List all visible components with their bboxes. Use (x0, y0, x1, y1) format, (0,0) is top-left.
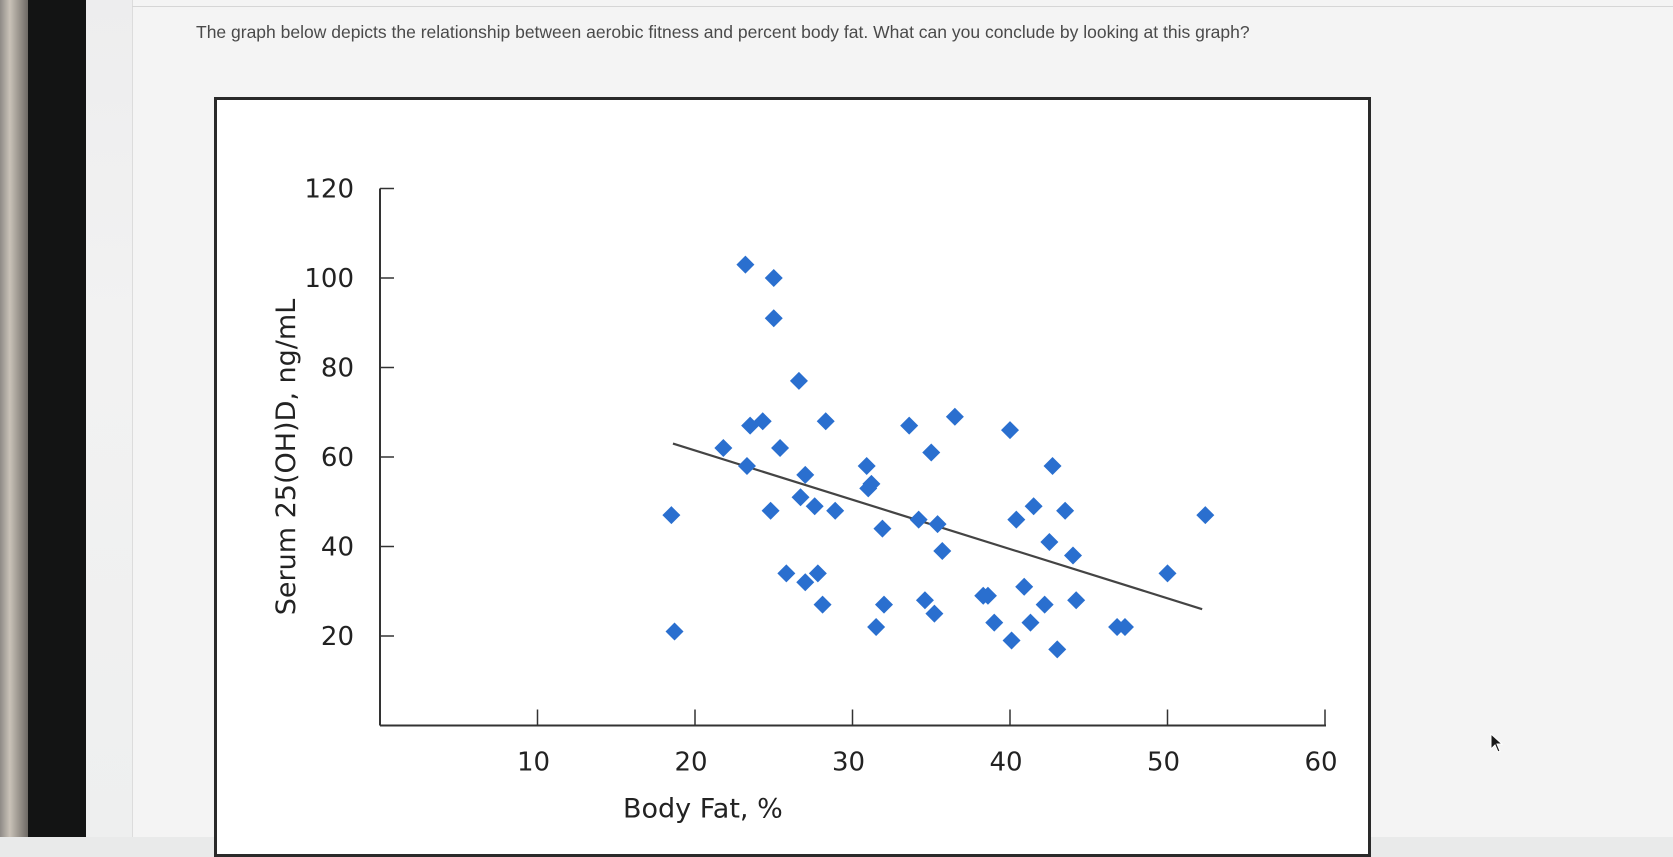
data-point (909, 510, 928, 529)
data-point (826, 501, 845, 520)
data-point (764, 309, 783, 328)
y-tick-label: 120 (304, 175, 354, 205)
data-point (1158, 564, 1177, 583)
y-tick-label: 80 (321, 354, 354, 384)
data-point (1040, 533, 1059, 552)
data-point (985, 613, 1004, 632)
data-point (862, 474, 881, 493)
data-point (665, 622, 684, 641)
data-point (1007, 510, 1026, 529)
y-tick-label: 20 (321, 622, 354, 652)
data-point (714, 439, 733, 458)
data-point (816, 412, 835, 431)
data-point (753, 412, 772, 431)
data-point (945, 407, 964, 426)
data-point (1196, 506, 1215, 525)
x-tick-label: 50 (1147, 748, 1180, 778)
x-tick-label: 20 (674, 748, 707, 778)
data-point (1048, 640, 1067, 659)
x-tick-label: 60 (1304, 748, 1337, 778)
data-point (796, 573, 815, 592)
y-tick-label: 40 (321, 533, 354, 563)
data-point (736, 255, 755, 274)
data-point (933, 541, 952, 560)
data-point (805, 497, 824, 516)
x-tick-label: 40 (989, 748, 1022, 778)
data-point (813, 595, 832, 614)
data-point (789, 371, 808, 390)
data-point (873, 519, 892, 538)
data-point (875, 595, 893, 614)
data-point (978, 586, 997, 605)
data-point (791, 488, 810, 507)
data-point (900, 416, 919, 435)
data-point (1024, 497, 1043, 516)
monitor-frame (28, 0, 86, 837)
data-point (928, 515, 947, 534)
y-tick-label: 100 (304, 264, 354, 294)
data-point (1015, 577, 1034, 596)
data-point (761, 501, 780, 520)
data-point (808, 564, 827, 583)
x-axis-title: Body Fat, % (623, 794, 783, 825)
data-point (915, 591, 934, 610)
data-point (867, 618, 886, 637)
data-point (662, 506, 681, 525)
data-point (1035, 595, 1054, 614)
data-point (1067, 591, 1086, 610)
data-point (1056, 501, 1075, 520)
data-point (737, 456, 756, 475)
data-point (857, 456, 876, 475)
figure-frame: 20 40 60 80 100 120 10 20 30 40 50 60 Body Fat, % Ser… (214, 97, 1371, 857)
data-point (1043, 456, 1062, 475)
data-point (777, 564, 796, 583)
data-point (922, 443, 941, 462)
x-tick-label: 30 (832, 748, 865, 778)
y-tick-label: 60 (321, 443, 354, 473)
data-point (771, 439, 790, 458)
data-point (1021, 613, 1040, 632)
card-divider (132, 6, 1673, 7)
photo-left-bezel (0, 0, 28, 837)
data-point (796, 465, 815, 484)
scatter-chart: 20 40 60 80 100 120 10 20 30 40 50 60 Body Fat, % Ser… (271, 175, 1338, 825)
data-point (1002, 631, 1021, 650)
x-tick-label: 10 (517, 748, 550, 778)
data-point (925, 604, 944, 623)
data-point (1001, 421, 1019, 440)
y-axis-title: Serum 25(OH)D, ng/mL (271, 299, 302, 615)
question-text: The graph below depicts the relationship… (196, 22, 1250, 42)
data-point (1064, 546, 1082, 565)
data-point (764, 269, 783, 287)
data-point (1115, 618, 1134, 637)
mouse-cursor-icon (1490, 733, 1504, 753)
